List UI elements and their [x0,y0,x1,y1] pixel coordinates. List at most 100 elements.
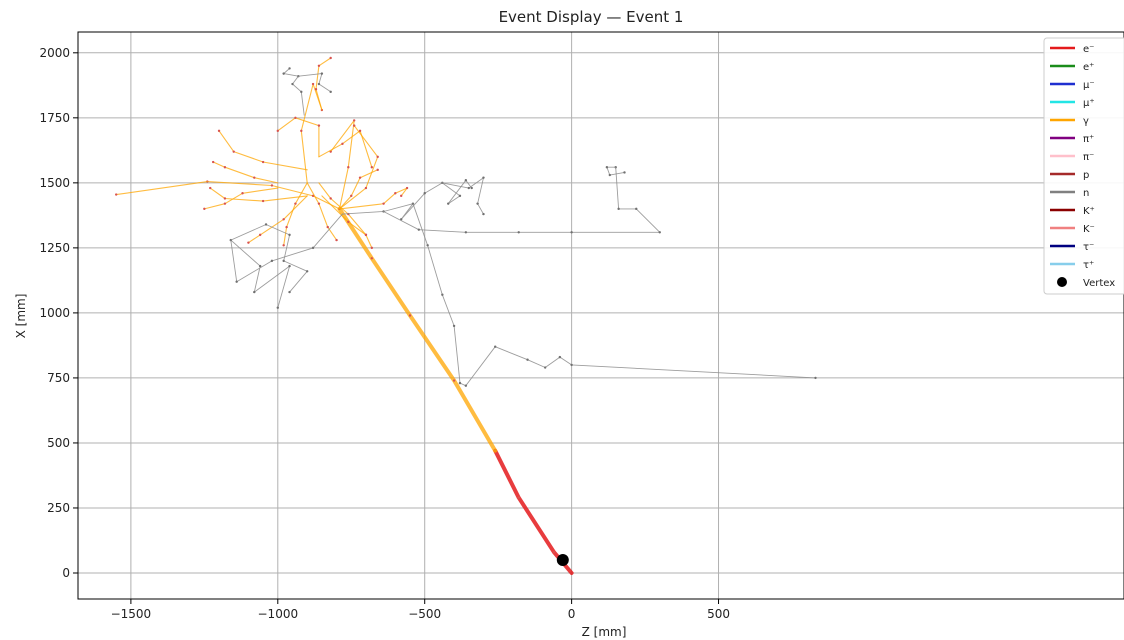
track-point [288,233,291,237]
track-point [285,225,288,229]
track-point [370,246,374,250]
track-point [223,166,227,169]
track-point [376,155,379,159]
track-point [364,233,368,237]
track-point [570,363,573,367]
track-point [258,233,262,237]
track-point [329,197,332,200]
legend-label: τ⁺ [1083,260,1094,271]
track-point [270,259,274,263]
track-point [370,166,374,169]
y-axis-label: X [mm] [14,294,28,339]
track-point [311,246,315,250]
track-point [552,550,556,554]
track-point [405,186,409,190]
track-point [288,264,291,268]
track-point [358,176,362,179]
legend-label: τ⁻ [1083,242,1094,253]
track-line [283,67,305,116]
legend-entry: μ⁺ [1050,98,1095,109]
track-point [282,259,285,263]
track-point [476,202,479,205]
legend-label: γ [1083,116,1089,127]
track-line [218,130,308,171]
x-tick-label: −1500 [111,607,152,621]
track-point [347,220,350,224]
track-point [464,231,468,234]
track-point [543,366,547,369]
vertex-layer [556,553,569,566]
track-line [209,187,308,202]
track-point [423,192,426,195]
grid-lines [78,32,1124,599]
legend-entry: K⁻ [1050,224,1095,235]
x-axis-label: Z [mm] [582,625,627,639]
legend-entry: τ⁺ [1050,260,1094,271]
track-point [329,56,332,60]
track-point [311,82,315,86]
track-line [306,182,338,241]
track-point [517,496,520,499]
track-point [470,186,473,190]
legend-entry: π⁺ [1050,134,1094,145]
y-tick-label: 1250 [39,241,70,255]
track-point [235,280,238,283]
track-point [400,194,403,198]
track-line [330,119,355,210]
track-point [482,176,485,179]
legend-label: K⁻ [1083,224,1095,235]
track-point [494,345,497,348]
legend-entry: τ⁻ [1050,242,1094,253]
track-point [426,244,429,247]
particle-tracks [114,56,817,575]
track-point [364,186,368,190]
track-point [320,72,324,75]
track-point [382,202,385,205]
track-point [441,293,444,296]
track-line [315,57,332,111]
track-point [288,67,291,70]
legend-entry: γ [1050,116,1089,127]
track-point [464,179,468,182]
track-point [635,207,638,211]
x-tick-label: −1000 [258,607,299,621]
legend-label: n [1083,188,1089,199]
track-point [291,82,294,86]
track-point [317,82,321,86]
track-point [300,90,303,94]
track-point [376,168,379,172]
legend-label: μ⁺ [1083,98,1095,109]
track-line [300,83,323,184]
track-point [341,142,344,146]
y-tick-label: 250 [47,501,70,515]
track-point [452,324,456,328]
track-point [282,72,285,75]
track-point [247,241,250,244]
track-point [241,192,244,195]
x-tick-label: 0 [568,607,576,621]
y-tick-label: 1750 [39,111,70,125]
track-point [314,88,318,91]
series-gamma [114,56,498,453]
x-tick-label: −500 [408,607,441,621]
track-point [270,184,274,187]
track-line [341,179,473,220]
legend-label: K⁺ [1083,206,1095,217]
track-point [570,231,573,234]
chart-title: Event Display — Event 1 [499,8,684,26]
track-point [658,231,661,234]
track-point [282,244,285,247]
legend-label: π⁻ [1083,152,1094,163]
track-line [230,224,308,293]
track-point [623,171,626,174]
track-point [452,379,456,382]
legend-entry: Vertex [1057,277,1115,289]
legend-entry: μ⁻ [1050,80,1095,91]
track-point [305,270,309,273]
track-point [458,381,462,385]
track-point [370,257,374,260]
track-point [350,194,353,198]
y-tick-label: 750 [47,371,70,385]
